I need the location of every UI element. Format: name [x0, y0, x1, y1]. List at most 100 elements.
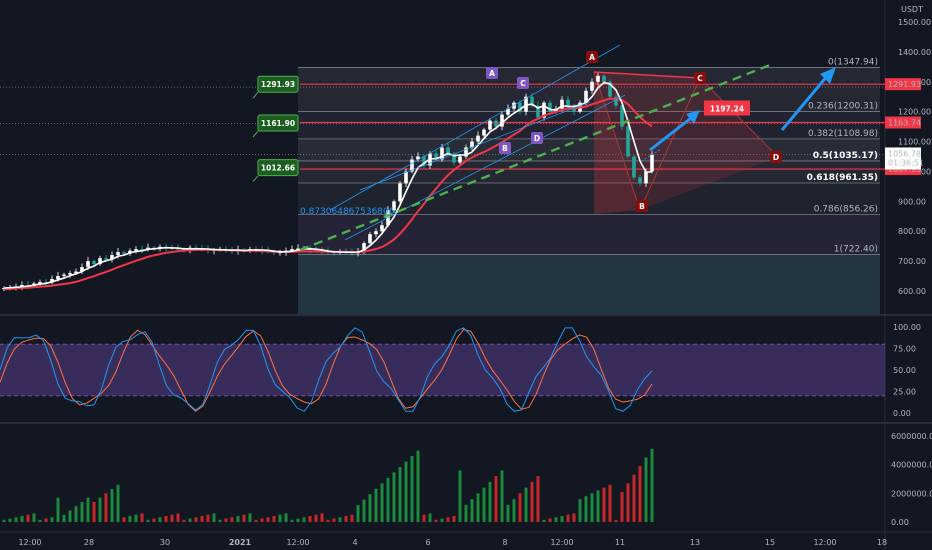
volume-bar — [458, 470, 462, 522]
candle-body — [80, 267, 84, 272]
fib-label: 0.236(1200.31) — [808, 102, 878, 112]
price-label: 1163.74 — [888, 119, 921, 128]
volume-bar — [14, 517, 18, 522]
volume-bar — [212, 513, 216, 522]
harmonic-pattern-line — [593, 71, 779, 212]
wave-label: B — [502, 144, 508, 153]
volume-bar — [548, 518, 552, 522]
volume-bar — [260, 518, 264, 522]
stoch-d-line — [0, 328, 653, 412]
wave-label: B — [639, 202, 645, 211]
wave-label: C — [520, 79, 526, 88]
volume-pane — [2, 448, 654, 522]
volume-bar — [92, 501, 96, 522]
volume-bar — [470, 499, 474, 522]
volume-bar — [584, 496, 588, 522]
time-tick-label: 12:00 — [550, 538, 573, 547]
volume-bar — [284, 513, 288, 522]
volume-bar — [620, 491, 624, 522]
candle-body — [50, 279, 54, 283]
green-tag — [257, 114, 299, 132]
volume-bar — [614, 519, 618, 522]
time-tick-label: 11 — [615, 538, 625, 547]
candle-body — [494, 120, 498, 127]
candle-body — [560, 99, 564, 109]
axes[interactable]: 1500.001400.001300.001200.001100.001000.… — [18, 5, 932, 547]
volume-bar — [218, 519, 222, 522]
volume-bar — [476, 493, 480, 522]
wave-label: A — [589, 53, 595, 62]
price-tick-label: 900.00 — [898, 197, 926, 206]
time-tick-label: 12:00 — [813, 538, 836, 547]
stoch-tick-label: 25.00 — [893, 388, 916, 397]
candle-body — [44, 282, 48, 284]
volume-bar — [302, 517, 306, 522]
volume-bar — [20, 515, 24, 522]
candle-body — [110, 255, 114, 260]
volume-bar — [8, 518, 12, 522]
time-tick-label: 8 — [502, 538, 507, 547]
candle-body — [362, 243, 366, 253]
green-tag-pointer — [252, 130, 259, 138]
volume-bar — [224, 518, 228, 522]
volume-bar — [524, 487, 528, 522]
blue-annotation: 0.873064867536806 — [300, 207, 395, 217]
candle-body — [452, 153, 456, 163]
channel-line — [359, 101, 591, 191]
volume-bar — [362, 499, 366, 522]
stoch-band — [0, 344, 885, 396]
candle-body — [374, 231, 378, 235]
volume-bar — [626, 483, 630, 522]
volume-bar — [38, 519, 42, 522]
volume-bar — [434, 519, 438, 522]
candle-body — [530, 96, 534, 106]
volume-bar — [536, 476, 540, 522]
volume-bar — [254, 519, 258, 522]
dashed-trend-line — [299, 63, 771, 252]
candle-body — [650, 154, 654, 172]
channel-line — [344, 94, 626, 241]
fib-zone — [298, 214, 880, 255]
labels: 0(1347.94) 0.236(1200.31) 0.382(1108.98) 0.… — [252, 51, 878, 254]
volume-bar — [296, 518, 300, 522]
volume-bar — [74, 506, 78, 522]
volume-bar — [314, 514, 318, 522]
candle-body — [620, 105, 624, 127]
fib-label: 0.5(1035.17) — [813, 151, 878, 161]
volume-bar — [512, 499, 516, 522]
candle-body — [464, 147, 468, 157]
volume-bar — [152, 518, 156, 522]
green-tag-pointer — [252, 91, 259, 99]
candle-body — [470, 141, 474, 148]
candle-body — [482, 129, 486, 136]
candle-body — [116, 252, 120, 256]
candle-body — [20, 285, 24, 287]
wave-label-box — [694, 72, 706, 84]
green-tag-label: 1012.66 — [261, 164, 295, 173]
volume-bar — [266, 517, 270, 522]
volume-bar — [272, 515, 276, 522]
volume-bar — [374, 488, 378, 522]
candle-body — [74, 271, 78, 274]
volume-bar — [206, 514, 210, 522]
stoch-tick-label: 0.00 — [893, 409, 911, 418]
candle-body — [506, 108, 510, 115]
volume-bar — [494, 476, 498, 522]
volume-bar — [380, 483, 384, 522]
wave-label-box — [770, 151, 782, 163]
volume-bar — [242, 514, 246, 522]
fib-zone — [298, 111, 880, 139]
candle-body — [584, 90, 588, 103]
candle-body — [404, 171, 408, 184]
time-tick-label: 15 — [765, 538, 775, 547]
stoch-tick-label: 75.00 — [893, 345, 916, 354]
time-tick-label: 12:00 — [18, 538, 41, 547]
stoch-tick-label: 100.00 — [893, 323, 921, 332]
volume-bar — [404, 461, 408, 522]
volume-bar — [644, 457, 648, 522]
candle-body — [410, 159, 414, 172]
volume-bar — [68, 510, 72, 522]
volume-bar — [590, 493, 594, 522]
